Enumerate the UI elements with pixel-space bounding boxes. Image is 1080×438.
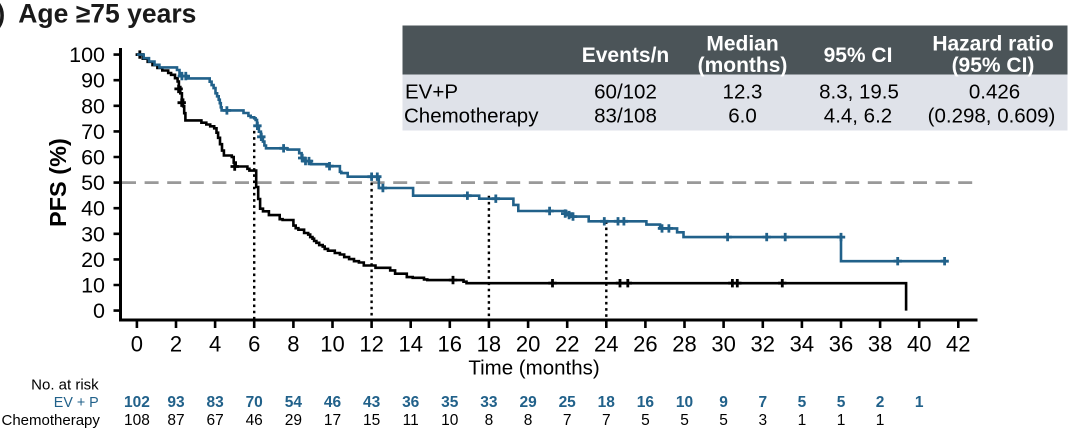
svg-text:)Age ≥75 years: )Age ≥75 years xyxy=(0,0,196,29)
svg-text:(months): (months) xyxy=(698,54,788,77)
svg-text:6: 6 xyxy=(248,332,260,357)
svg-text:10: 10 xyxy=(441,412,459,429)
svg-text:5: 5 xyxy=(837,394,846,411)
svg-text:40: 40 xyxy=(907,332,931,357)
svg-text:87: 87 xyxy=(167,412,184,429)
svg-text:24: 24 xyxy=(594,332,618,357)
svg-text:8: 8 xyxy=(485,412,494,429)
svg-text:8: 8 xyxy=(524,412,533,429)
svg-text:60: 60 xyxy=(81,146,105,170)
svg-text:83/108: 83/108 xyxy=(594,104,657,127)
svg-text:1: 1 xyxy=(876,412,885,429)
svg-text:102: 102 xyxy=(124,394,150,411)
svg-text:90: 90 xyxy=(81,69,105,93)
svg-text:0: 0 xyxy=(131,332,143,357)
svg-text:5: 5 xyxy=(641,412,650,429)
svg-text:EV + P: EV + P xyxy=(54,395,99,411)
svg-text:36: 36 xyxy=(402,394,420,411)
svg-text:70: 70 xyxy=(81,120,105,144)
svg-text:28: 28 xyxy=(672,332,696,357)
svg-text:29: 29 xyxy=(519,394,537,411)
svg-text:30: 30 xyxy=(81,222,105,246)
svg-text:(95% CI): (95% CI) xyxy=(952,54,1035,77)
svg-text:10: 10 xyxy=(320,332,344,357)
svg-text:46: 46 xyxy=(246,412,263,429)
svg-text:38: 38 xyxy=(868,332,892,357)
svg-text:32: 32 xyxy=(751,332,775,357)
svg-text:34: 34 xyxy=(790,332,814,357)
svg-text:4: 4 xyxy=(209,332,221,357)
svg-text:43: 43 xyxy=(363,394,381,411)
svg-text:1: 1 xyxy=(915,394,924,411)
svg-text:2: 2 xyxy=(876,394,885,411)
svg-text:26: 26 xyxy=(633,332,657,357)
svg-text:5: 5 xyxy=(680,412,689,429)
svg-text:8: 8 xyxy=(287,332,299,357)
svg-text:EV+P: EV+P xyxy=(405,80,458,103)
svg-text:20: 20 xyxy=(81,248,105,272)
svg-text:No. at risk: No. at risk xyxy=(31,377,99,394)
svg-text:60/102: 60/102 xyxy=(594,80,657,103)
svg-text:83: 83 xyxy=(206,394,224,411)
svg-text:12: 12 xyxy=(359,332,383,357)
svg-text:17: 17 xyxy=(324,412,341,429)
svg-text:108: 108 xyxy=(124,412,150,429)
svg-text:10: 10 xyxy=(81,274,105,298)
svg-text:0: 0 xyxy=(93,299,105,323)
svg-text:15: 15 xyxy=(363,412,380,429)
svg-text:54: 54 xyxy=(285,394,303,411)
svg-text:Hazard ratio: Hazard ratio xyxy=(932,33,1053,56)
svg-text:20: 20 xyxy=(516,332,540,357)
svg-text:5: 5 xyxy=(798,394,807,411)
svg-text:42: 42 xyxy=(946,332,970,357)
svg-text:1: 1 xyxy=(837,412,846,429)
svg-text:7: 7 xyxy=(758,394,767,411)
svg-text:40: 40 xyxy=(81,197,105,221)
svg-text:2: 2 xyxy=(170,332,182,357)
svg-text:6.0: 6.0 xyxy=(728,104,757,127)
svg-text:PFS (%): PFS (%) xyxy=(45,138,71,227)
svg-text:25: 25 xyxy=(559,394,577,411)
svg-text:1: 1 xyxy=(798,412,807,429)
svg-text:5: 5 xyxy=(719,412,728,429)
svg-text:80: 80 xyxy=(81,94,105,118)
svg-text:16: 16 xyxy=(637,394,655,411)
svg-text:18: 18 xyxy=(477,332,501,357)
svg-text:Median: Median xyxy=(706,33,778,56)
svg-text:Chemotherapy: Chemotherapy xyxy=(2,412,101,429)
svg-text:29: 29 xyxy=(285,412,302,429)
svg-text:16: 16 xyxy=(438,332,462,357)
svg-text:Events/n: Events/n xyxy=(582,44,670,67)
svg-text:35: 35 xyxy=(441,394,459,411)
svg-text:11: 11 xyxy=(403,412,419,429)
svg-text:50: 50 xyxy=(81,171,105,195)
svg-text:100: 100 xyxy=(69,43,105,67)
svg-text:(0.298, 0.609): (0.298, 0.609) xyxy=(928,104,1056,127)
svg-text:33: 33 xyxy=(480,394,498,411)
svg-text:3: 3 xyxy=(758,412,767,429)
svg-text:Time (months): Time (months) xyxy=(468,357,599,380)
svg-text:8.3, 19.5: 8.3, 19.5 xyxy=(819,80,899,103)
svg-text:67: 67 xyxy=(206,412,223,429)
svg-text:18: 18 xyxy=(598,394,616,411)
svg-text:46: 46 xyxy=(324,394,342,411)
svg-text:36: 36 xyxy=(829,332,853,357)
svg-text:0.426: 0.426 xyxy=(969,80,1020,103)
svg-text:7: 7 xyxy=(602,412,611,429)
svg-text:70: 70 xyxy=(246,394,263,411)
svg-text:22: 22 xyxy=(555,332,579,357)
svg-text:14: 14 xyxy=(398,332,422,357)
svg-text:7: 7 xyxy=(563,412,572,429)
svg-text:95% CI: 95% CI xyxy=(824,44,893,67)
svg-text:93: 93 xyxy=(167,394,185,411)
svg-text:4.4, 6.2: 4.4, 6.2 xyxy=(824,104,892,127)
svg-text:30: 30 xyxy=(711,332,735,357)
svg-text:9: 9 xyxy=(719,394,728,411)
svg-text:12.3: 12.3 xyxy=(723,80,763,103)
svg-text:Chemotherapy: Chemotherapy xyxy=(404,104,539,127)
svg-text:10: 10 xyxy=(676,394,693,411)
